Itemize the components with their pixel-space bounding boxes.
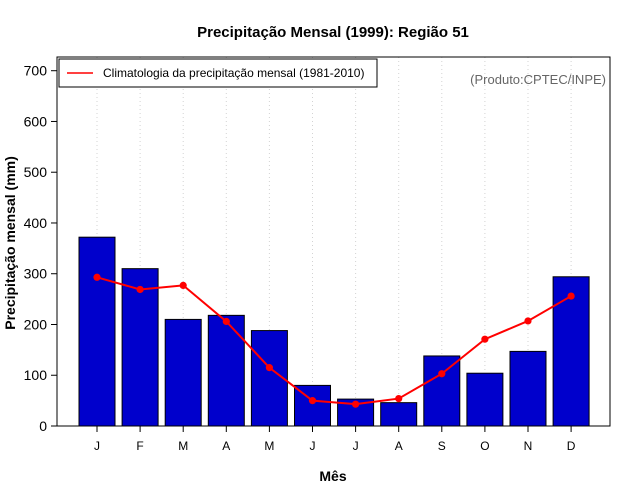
y-tick-label: 0 [39, 418, 47, 434]
climatology-point-4 [265, 364, 273, 372]
x-tick-label: O [480, 439, 489, 453]
bar-7 [380, 402, 418, 427]
chart-title: Precipitação Mensal (1999): Região 51 [197, 24, 469, 41]
climatology-point-0 [93, 273, 101, 281]
climatology-point-11 [567, 292, 575, 300]
x-tick-label: J [94, 439, 100, 453]
bar-3 [207, 314, 245, 427]
bar-series [78, 236, 590, 427]
bar-11 [552, 276, 590, 427]
climatology-series [93, 273, 575, 408]
x-tick-label: N [524, 439, 533, 453]
bar-4 [250, 330, 288, 427]
x-tick-label: A [222, 439, 230, 453]
y-axis-ticks: 0 100 200 300 400 500 600 700 [24, 63, 57, 434]
y-axis-label: Precipitação mensal (mm) [2, 156, 18, 330]
legend-label-climatology: Climatologia da precipitação mensal (198… [103, 66, 364, 80]
y-tick-label: 700 [24, 63, 48, 79]
climatology-point-5 [308, 397, 317, 405]
climatology-point-10 [524, 317, 532, 325]
x-tick-label: J [310, 439, 316, 453]
legend: Climatologia da precipitação mensal (198… [58, 58, 378, 88]
bar-9 [466, 372, 504, 427]
x-tick-label: M [178, 439, 188, 453]
y-tick-label: 400 [24, 215, 48, 231]
x-tick-label: A [395, 439, 403, 453]
climatology-point-9 [481, 335, 489, 343]
legend-box [58, 58, 378, 88]
bar-10 [509, 350, 547, 427]
climatology-point-6 [352, 400, 360, 408]
bar-2 [164, 318, 202, 427]
x-tick-label: J [353, 439, 359, 453]
bar-8 [423, 355, 461, 427]
y-tick-label: 300 [24, 266, 48, 282]
y-tick-label: 200 [24, 316, 48, 332]
x-tick-label: F [136, 439, 143, 453]
plot-frame [56, 56, 611, 427]
climatology-point-3 [222, 317, 230, 326]
x-tick-label: M [264, 439, 274, 453]
bar-0 [78, 236, 116, 427]
climatology-line [96, 276, 572, 406]
x-axis-label: Mês [319, 468, 346, 484]
bar-1 [121, 268, 159, 427]
climatology-point-1 [136, 285, 144, 294]
credit-text: (Produto:CPTEC/INPE) [470, 72, 606, 87]
x-tick-label: S [438, 439, 446, 453]
climatology-point-7 [395, 394, 403, 403]
y-tick-label: 100 [24, 367, 48, 383]
climatology-point-2 [179, 281, 187, 290]
climatology-point-8 [438, 370, 446, 378]
y-tick-label: 500 [24, 164, 48, 180]
y-tick-label: 600 [24, 113, 48, 129]
x-tick-label: D [567, 439, 576, 453]
